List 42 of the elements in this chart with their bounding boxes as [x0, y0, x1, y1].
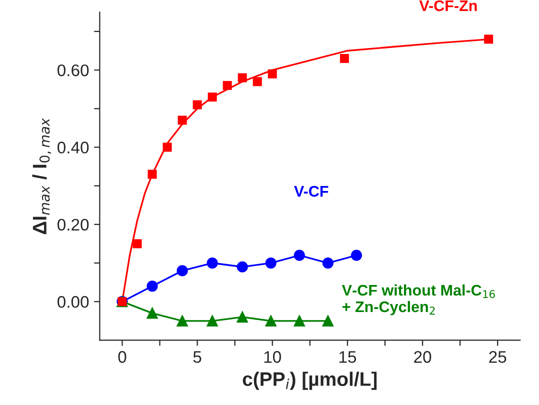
point: [294, 250, 305, 261]
point: [252, 77, 262, 86]
point: [222, 80, 232, 90]
point: [350, 250, 362, 261]
point: [484, 34, 494, 44]
point: [268, 69, 277, 78]
point: [236, 311, 248, 323]
point: [146, 308, 158, 319]
series-label: V-CF-Zn: [419, 0, 477, 12]
point: [148, 170, 157, 179]
x-tick-label: 10: [264, 351, 282, 363]
point: [236, 261, 248, 272]
point: [178, 116, 187, 125]
x-tick-label: 25: [489, 351, 506, 363]
x-tick-label: 15: [339, 351, 356, 363]
x-tick-label: 5: [193, 351, 202, 363]
point: [265, 257, 276, 269]
x-tick-label: 0: [118, 351, 126, 363]
y-tick-label: 0.20: [58, 218, 89, 231]
point: [208, 92, 217, 102]
text: V-CF without Mal-C$_{16}$ + Zn-Cyclen$_{2}$: [342, 284, 495, 316]
point: [162, 142, 172, 152]
point: [146, 280, 158, 292]
x-tick-label: 20: [414, 351, 432, 363]
point: [238, 73, 247, 82]
y-tick-label: 0.60: [58, 64, 89, 76]
y-tick-label: 0.00: [58, 296, 89, 308]
point: [322, 257, 334, 269]
y-tick-label: 0.40: [58, 142, 89, 154]
text: V-CF: [294, 186, 328, 197]
point: [322, 315, 334, 326]
x-axis-title: c(PP$_{i}$) [µmol/L]: [242, 372, 377, 390]
point: [132, 239, 142, 248]
point: [206, 257, 218, 269]
point: [294, 315, 305, 326]
point: [206, 315, 218, 326]
point: [265, 315, 276, 326]
point: [192, 100, 202, 110]
point: [176, 315, 188, 326]
y-axis-title: ΔI$_{max}$ / I$_{0,max}$: [32, 118, 52, 234]
point: [340, 54, 349, 63]
point: [176, 265, 188, 276]
